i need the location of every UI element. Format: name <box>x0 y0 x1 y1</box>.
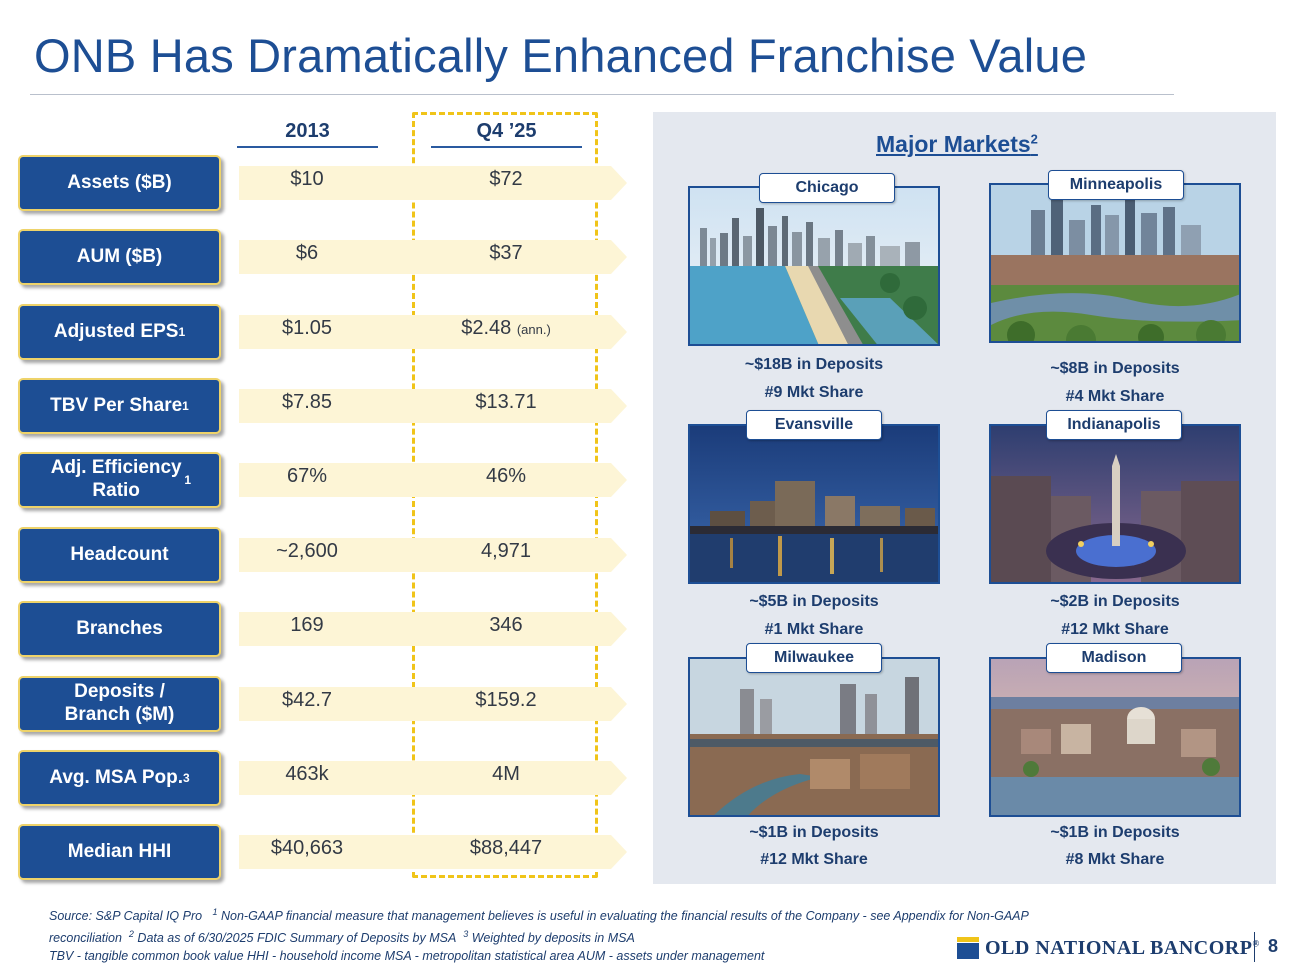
metric-label: Avg. MSA Pop. 3 <box>18 750 221 806</box>
metric-value-2013: $1.05 <box>281 317 333 339</box>
metric-value-q4: $2.48 (ann.) <box>461 317 551 339</box>
metric-row: Deposits / Branch ($M) $42.7 $159.2 <box>18 676 627 732</box>
metric-label: Adj. Efficiency Ratio 1 <box>18 452 221 508</box>
column-header-q4: Q4 ’25 <box>476 120 537 142</box>
city-tag-madison: Madison <box>1046 643 1182 673</box>
metric-row-arrow-icon <box>611 463 627 497</box>
metric-value-q4: $159.2 <box>475 689 537 711</box>
metric-row: TBV Per Share 1 $7.85 $13.71 <box>18 378 627 434</box>
metric-label: Adjusted EPS 1 <box>18 304 221 360</box>
metric-value-2013: $6 <box>295 242 319 264</box>
city-tag-minneapolis: Minneapolis <box>1048 170 1184 200</box>
metric-value-q4: 4,971 <box>480 540 532 562</box>
metric-row-arrow-icon <box>611 166 627 200</box>
metric-row-band <box>239 612 611 646</box>
city-tag-evansville: Evansville <box>746 410 882 440</box>
madison-share: #8 Mkt Share <box>1065 851 1165 868</box>
metric-label: Branches <box>18 601 221 657</box>
metric-value-2013: $40,663 <box>270 837 344 859</box>
metric-value-2013: 169 <box>290 614 324 636</box>
metric-row: Adjusted EPS 1 $1.05 $2.48 (ann.) <box>18 304 627 360</box>
indianapolis-deposits: ~$2B in Deposits <box>1050 593 1180 610</box>
metric-row: Headcount ~2,600 4,971 <box>18 527 627 583</box>
metric-value-q4: $37 <box>489 242 523 264</box>
footnote: Source: S&P Capital IQ Pro 1 Non-GAAP fi… <box>49 907 1029 964</box>
city-tag-chicago: Chicago <box>759 173 895 203</box>
metric-row-band <box>239 835 611 869</box>
metric-row-band <box>239 315 611 349</box>
metric-label: Assets ($B) <box>18 155 221 211</box>
page-number: 8 <box>1268 936 1279 956</box>
metric-value-q4: 46% <box>485 465 527 487</box>
metric-value-2013: $7.85 <box>281 391 333 413</box>
evansville-deposits: ~$5B in Deposits <box>749 593 879 610</box>
city-tag-milwaukee: Milwaukee <box>746 643 882 673</box>
metric-row-arrow-icon <box>611 687 627 721</box>
evansville-photo <box>688 424 940 584</box>
metric-value-note: (ann.) <box>516 322 551 337</box>
minneapolis-share: #4 Mkt Share <box>1065 388 1165 405</box>
metric-label: Median HHI <box>18 824 221 880</box>
title-divider <box>30 94 1174 95</box>
minneapolis-deposits: ~$8B in Deposits <box>1050 360 1180 377</box>
chicago-deposits: ~$18B in Deposits <box>744 356 884 373</box>
metric-row-arrow-icon <box>611 315 627 349</box>
brand-logo-text: OLD NATIONAL BANCORP® <box>985 937 1260 959</box>
madison-photo <box>989 657 1241 817</box>
metric-value-2013: 463k <box>285 763 329 785</box>
old-national-logo-icon <box>957 937 979 959</box>
metric-row-band <box>239 687 611 721</box>
metric-value-2013: ~2,600 <box>276 540 338 562</box>
metric-row-band <box>239 389 611 423</box>
metric-label: TBV Per Share 1 <box>18 378 221 434</box>
metric-row-band <box>239 463 611 497</box>
metric-row-arrow-icon <box>611 538 627 572</box>
milwaukee-share: #12 Mkt Share <box>760 851 868 868</box>
metric-label: AUM ($B) <box>18 229 221 285</box>
chicago-share: #9 Mkt Share <box>764 384 864 401</box>
page-title: ONB Has Dramatically Enhanced Franchise … <box>34 29 1088 82</box>
metric-row: AUM ($B) $6 $37 <box>18 229 627 285</box>
metric-value-2013: $10 <box>290 168 324 190</box>
metric-value-q4: $88,447 <box>469 837 543 859</box>
milwaukee-deposits: ~$1B in Deposits <box>749 824 879 841</box>
madison-deposits: ~$1B in Deposits <box>1050 824 1180 841</box>
metric-label: Headcount <box>18 527 221 583</box>
metric-value-q4: $13.71 <box>475 391 537 413</box>
metric-row: Avg. MSA Pop. 3 463k 4M <box>18 750 627 806</box>
metric-value-q4: 346 <box>489 614 523 636</box>
markets-title: Major Markets2 <box>876 131 1038 157</box>
chicago-photo <box>688 186 940 346</box>
metric-row-arrow-icon <box>611 240 627 274</box>
metric-row-band <box>239 166 611 200</box>
page-number-divider <box>1254 932 1255 962</box>
city-tag-indianapolis: Indianapolis <box>1046 410 1182 440</box>
metric-row: Median HHI $40,663 $88,447 <box>18 824 627 880</box>
column-header-underline <box>237 146 378 148</box>
metric-value-2013: $42.7 <box>281 689 333 711</box>
metric-row: Branches 169 346 <box>18 601 627 657</box>
metric-row: Adj. Efficiency Ratio 1 67% 46% <box>18 452 627 508</box>
metric-label: Deposits / Branch ($M) <box>18 676 221 732</box>
evansville-share: #1 Mkt Share <box>764 621 864 638</box>
metric-value-q4: $72 <box>489 168 523 190</box>
metric-row: Assets ($B) $10 $72 <box>18 155 627 211</box>
metric-value-q4: 4M <box>492 763 520 785</box>
metric-row-band <box>239 538 611 572</box>
metric-row-band <box>239 761 611 795</box>
indianapolis-photo <box>989 424 1241 584</box>
metric-row-arrow-icon <box>611 389 627 423</box>
milwaukee-photo <box>688 657 940 817</box>
column-header-2013: 2013 <box>285 120 330 142</box>
metric-row-arrow-icon <box>611 835 627 869</box>
indianapolis-share: #12 Mkt Share <box>1061 621 1169 638</box>
column-header-underline <box>431 146 582 148</box>
minneapolis-photo <box>989 183 1241 343</box>
metric-value-2013: 67% <box>286 465 328 487</box>
metric-row-band <box>239 240 611 274</box>
metric-row-arrow-icon <box>611 612 627 646</box>
metric-row-arrow-icon <box>611 761 627 795</box>
